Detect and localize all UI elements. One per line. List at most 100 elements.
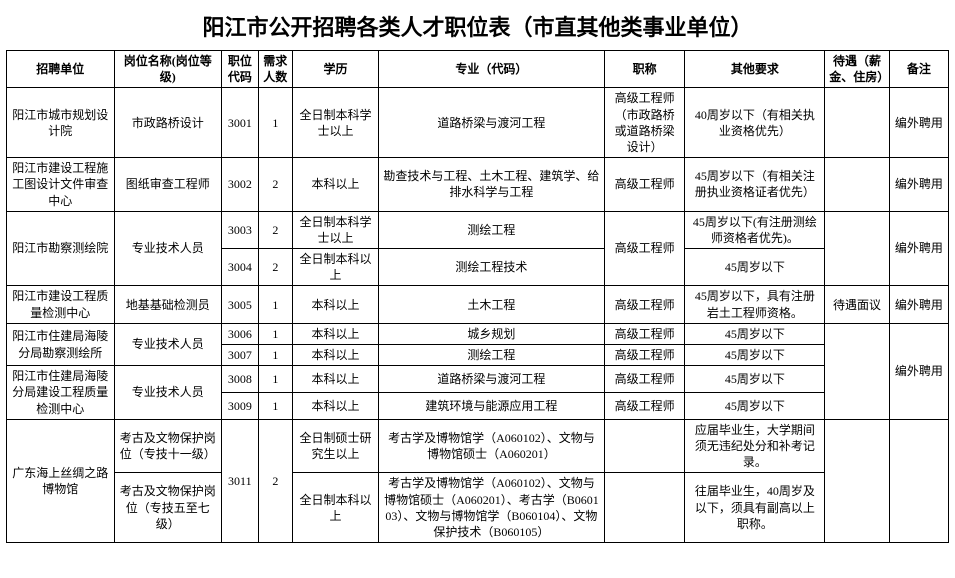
cell-title: 高级工程师 <box>604 286 685 323</box>
cell-num: 2 <box>258 211 292 248</box>
cell-code: 3002 <box>222 158 259 212</box>
cell-title: 高级工程师 <box>604 211 685 286</box>
cell-other: 40周岁以下（有相关执业资格优先） <box>685 88 825 158</box>
cell-other: 45周岁以下 <box>685 392 825 419</box>
col-other: 其他要求 <box>685 51 825 88</box>
cell-unit: 广东海上丝绸之路博物馆 <box>7 419 115 542</box>
cell-edu: 本科以上 <box>293 345 379 366</box>
cell-major: 勘查技术与工程、土木工程、建筑学、给排水科学与工程 <box>379 158 605 212</box>
cell-post: 考古及文物保护岗位（专技十一级） <box>114 419 222 473</box>
cell-code: 3003 <box>222 211 259 248</box>
cell-title: 高级工程师 <box>604 345 685 366</box>
cell-unit: 阳江市建设工程质量检测中心 <box>7 286 115 323</box>
cell-major: 建筑环境与能源应用工程 <box>379 392 605 419</box>
cell-edu: 本科以上 <box>293 323 379 344</box>
cell-post: 地基基础检测员 <box>114 286 222 323</box>
cell-edu: 全日制硕士研究生以上 <box>293 419 379 473</box>
cell-title: 高级工程师 <box>604 392 685 419</box>
cell-major: 土木工程 <box>379 286 605 323</box>
cell-post: 市政路桥设计 <box>114 88 222 158</box>
cell-edu: 本科以上 <box>293 366 379 393</box>
cell-salary <box>825 158 890 212</box>
cell-num: 1 <box>258 286 292 323</box>
cell-unit: 阳江市勘察测绘院 <box>7 211 115 286</box>
cell-num: 1 <box>258 392 292 419</box>
cell-other: 45周岁以下（有相关注册执业资格证者优先） <box>685 158 825 212</box>
table-row: 阳江市城市规划设计院 市政路桥设计 3001 1 全日制本科学士以上 道路桥梁与… <box>7 88 949 158</box>
cell-num: 1 <box>258 345 292 366</box>
cell-major: 测绘工程 <box>379 345 605 366</box>
col-salary: 待遇（薪金、住房） <box>825 51 890 88</box>
cell-edu: 全日制本科学士以上 <box>293 211 379 248</box>
cell-remark <box>889 419 948 542</box>
cell-edu: 全日制本科学士以上 <box>293 88 379 158</box>
cell-other: 往届毕业生，40周岁及以下，须具有副高以上职称。 <box>685 473 825 543</box>
col-remark: 备注 <box>889 51 948 88</box>
cell-code: 3009 <box>222 392 259 419</box>
cell-title <box>604 473 685 543</box>
cell-other: 45周岁以下 <box>685 249 825 286</box>
cell-edu: 全日制本科以上 <box>293 473 379 543</box>
cell-num: 2 <box>258 158 292 212</box>
cell-title: 高级工程师（市政路桥或道路桥梁设计） <box>604 88 685 158</box>
col-num: 需求人数 <box>258 51 292 88</box>
cell-major: 道路桥梁与渡河工程 <box>379 366 605 393</box>
cell-unit: 阳江市建设工程施工图设计文件审查中心 <box>7 158 115 212</box>
cell-remark: 编外聘用 <box>889 158 948 212</box>
cell-num: 1 <box>258 88 292 158</box>
col-code: 职位代码 <box>222 51 259 88</box>
cell-salary <box>825 88 890 158</box>
cell-major: 考古学及博物馆学（A060102）、文物与博物馆硕士（A060201）、考古学（… <box>379 473 605 543</box>
cell-edu: 本科以上 <box>293 392 379 419</box>
cell-code: 3001 <box>222 88 259 158</box>
cell-num: 1 <box>258 323 292 344</box>
cell-post: 考古及文物保护岗位（专技五至七级） <box>114 473 222 543</box>
cell-num: 2 <box>258 419 292 542</box>
cell-other: 45周岁以下(有注册测绘师资格者优先)。 <box>685 211 825 248</box>
cell-salary <box>825 211 890 286</box>
cell-code: 3007 <box>222 345 259 366</box>
table-row: 阳江市勘察测绘院 专业技术人员 3003 2 全日制本科学士以上 测绘工程 高级… <box>7 211 949 248</box>
table-row: 阳江市建设工程施工图设计文件审查中心 图纸审查工程师 3002 2 本科以上 勘… <box>7 158 949 212</box>
cell-other: 应届毕业生，大学期间须无违纪处分和补考记录。 <box>685 419 825 473</box>
cell-code: 3004 <box>222 249 259 286</box>
cell-post: 专业技术人员 <box>114 366 222 420</box>
cell-edu: 本科以上 <box>293 286 379 323</box>
cell-major: 道路桥梁与渡河工程 <box>379 88 605 158</box>
cell-salary <box>825 323 890 419</box>
table-row: 广东海上丝绸之路博物馆 考古及文物保护岗位（专技十一级） 3011 2 全日制硕… <box>7 419 949 473</box>
col-title: 职称 <box>604 51 685 88</box>
cell-salary <box>825 419 890 542</box>
cell-edu: 全日制本科以上 <box>293 249 379 286</box>
cell-unit: 阳江市住建局海陵分局建设工程质量检测中心 <box>7 366 115 420</box>
cell-other: 45周岁以下 <box>685 323 825 344</box>
cell-code: 3011 <box>222 419 259 542</box>
cell-code: 3005 <box>222 286 259 323</box>
cell-remark: 编外聘用 <box>889 286 948 323</box>
cell-post: 专业技术人员 <box>114 211 222 286</box>
cell-title <box>604 419 685 473</box>
cell-unit: 阳江市住建局海陵分局勘察测绘所 <box>7 323 115 365</box>
table-header-row: 招聘单位 岗位名称(岗位等级) 职位代码 需求人数 学历 专业（代码） 职称 其… <box>7 51 949 88</box>
col-edu: 学历 <box>293 51 379 88</box>
cell-other: 45周岁以下 <box>685 345 825 366</box>
cell-major: 考古学及博物馆学（A060102）、文物与博物馆硕士（A060201） <box>379 419 605 473</box>
cell-title: 高级工程师 <box>604 366 685 393</box>
col-post: 岗位名称(岗位等级) <box>114 51 222 88</box>
cell-remark: 编外聘用 <box>889 323 948 419</box>
cell-major: 测绘工程 <box>379 211 605 248</box>
table-row: 阳江市建设工程质量检测中心 地基基础检测员 3005 1 本科以上 土木工程 高… <box>7 286 949 323</box>
col-major: 专业（代码） <box>379 51 605 88</box>
cell-remark: 编外聘用 <box>889 88 948 158</box>
cell-edu: 本科以上 <box>293 158 379 212</box>
cell-other: 45周岁以下，具有注册岩土工程师资格。 <box>685 286 825 323</box>
cell-other: 45周岁以下 <box>685 366 825 393</box>
cell-major: 城乡规划 <box>379 323 605 344</box>
cell-title: 高级工程师 <box>604 158 685 212</box>
table-row: 阳江市住建局海陵分局建设工程质量检测中心 专业技术人员 3008 1 本科以上 … <box>7 366 949 393</box>
cell-num: 1 <box>258 366 292 393</box>
cell-post: 图纸审查工程师 <box>114 158 222 212</box>
cell-unit: 阳江市城市规划设计院 <box>7 88 115 158</box>
cell-code: 3006 <box>222 323 259 344</box>
col-unit: 招聘单位 <box>7 51 115 88</box>
